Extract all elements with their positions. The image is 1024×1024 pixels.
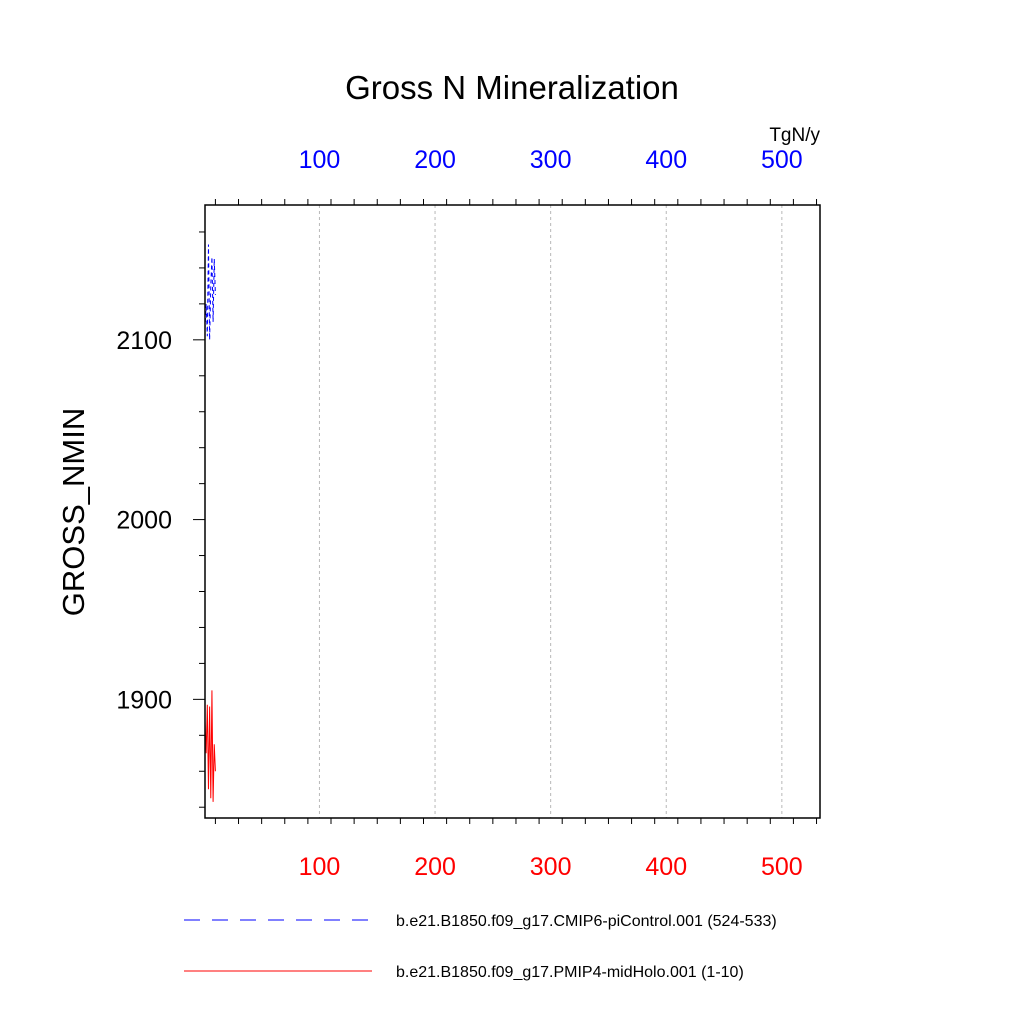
x-bottom-tick-label: 300: [530, 853, 572, 881]
series-line: [204, 244, 216, 340]
bottom-axis-labels: 100 200 300 400 500: [299, 853, 803, 881]
units-label: TgN/y: [769, 125, 820, 146]
x-top-tick-label: 300: [530, 146, 572, 174]
x-top-tick-label: 200: [414, 146, 456, 174]
top-axis-labels: 100 200 300 400 500: [299, 146, 803, 174]
y-tick-label: 2000: [116, 507, 172, 535]
y-tick-label: 1900: [116, 686, 172, 714]
legend: b.e21.B1850.f09_g17.CMIP6-piControl.001 …: [184, 913, 777, 981]
legend-label: b.e21.B1850.f09_g17.CMIP6-piControl.001 …: [396, 913, 777, 930]
gridlines: [318, 205, 783, 818]
x-bottom-tick-label: 400: [645, 853, 687, 881]
series-line: [204, 690, 216, 802]
chart-title: Gross N Mineralization: [345, 69, 679, 106]
y-tick-label: 2100: [116, 327, 172, 355]
plot-frame: [204, 204, 821, 819]
axis-ticks: [193, 199, 818, 824]
series-lines: [204, 244, 216, 802]
x-bottom-tick-label: 200: [414, 853, 456, 881]
x-top-tick-label: 100: [299, 146, 341, 174]
x-bottom-tick-label: 100: [299, 853, 341, 881]
x-top-tick-label: 500: [761, 146, 803, 174]
y-axis-labels: 1900 2000 2100: [116, 327, 172, 715]
y-axis-title: GROSS_NMIN: [56, 408, 91, 616]
legend-label: b.e21.B1850.f09_g17.PMIP4-midHolo.001 (1…: [396, 964, 744, 981]
x-top-tick-label: 400: [645, 146, 687, 174]
x-bottom-tick-label: 500: [761, 853, 803, 881]
